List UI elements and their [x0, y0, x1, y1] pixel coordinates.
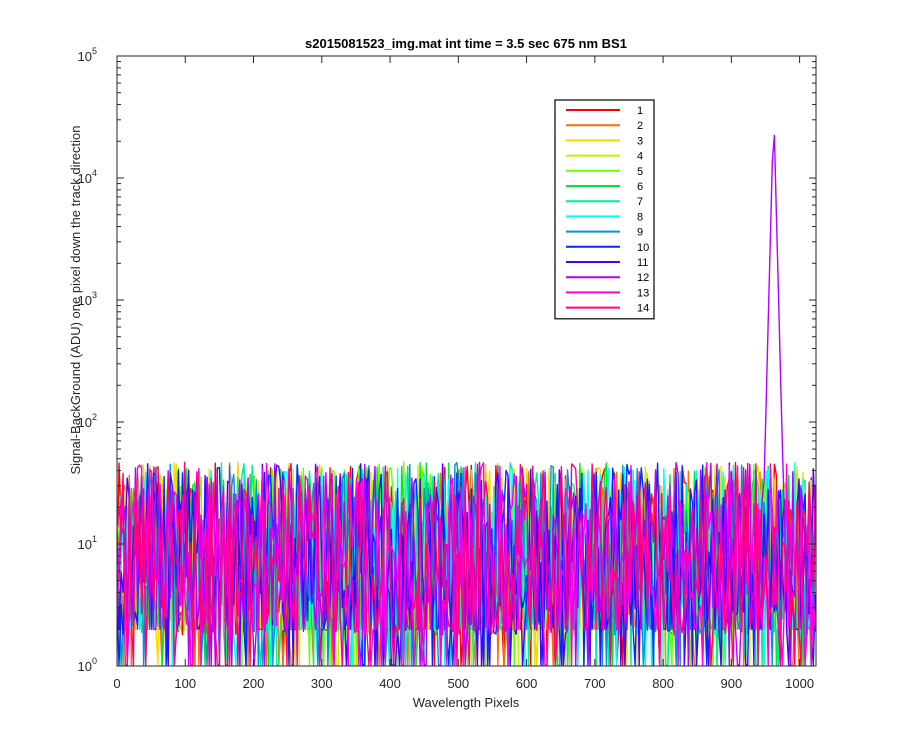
y-tick-label: 100 — [78, 656, 97, 674]
legend-label-10: 10 — [637, 242, 649, 254]
y-tick-label: 101 — [78, 534, 97, 552]
legend-label-8: 8 — [637, 211, 643, 223]
x-tick-label: 600 — [516, 676, 538, 691]
y-tick-label: 104 — [78, 168, 97, 186]
legend-box — [554, 99, 655, 320]
legend-label-11: 11 — [637, 257, 648, 269]
y-tick-label: 105 — [78, 46, 97, 64]
legend-label-1: 1 — [637, 105, 643, 117]
legend-label-2: 2 — [637, 120, 643, 132]
legend-label-14: 14 — [637, 303, 649, 315]
y-tick-label: 103 — [78, 290, 97, 308]
series-line-14 — [117, 461, 816, 666]
x-tick-label: 800 — [652, 676, 674, 691]
x-axis-label: Wavelength Pixels — [413, 695, 520, 710]
legend-label-3: 3 — [637, 135, 643, 147]
x-tick-label: 500 — [447, 676, 469, 691]
x-tick-label: 400 — [379, 676, 401, 691]
plot-frame — [116, 55, 817, 667]
x-tick-label: 0 — [113, 676, 120, 691]
x-tick-label: 900 — [721, 676, 743, 691]
y-tick-label: 102 — [78, 412, 97, 430]
chart-title: s2015081523_img.mat int time = 3.5 sec 6… — [305, 36, 627, 51]
legend-label-4: 4 — [637, 151, 643, 163]
x-tick-label: 700 — [584, 676, 606, 691]
legend-label-7: 7 — [637, 196, 643, 208]
x-tick-label: 200 — [243, 676, 265, 691]
legend-label-5: 5 — [637, 166, 643, 178]
y-axis-label: Signal-BackGround (ADU) one pixel down t… — [68, 125, 83, 474]
legend-label-6: 6 — [637, 181, 643, 193]
x-tick-label: 300 — [311, 676, 333, 691]
legend-label-12: 12 — [637, 272, 649, 284]
x-tick-label: 100 — [174, 676, 196, 691]
x-tick-label: 1000 — [785, 676, 814, 691]
legend-label-9: 9 — [637, 227, 643, 239]
legend-label-13: 13 — [637, 287, 649, 299]
